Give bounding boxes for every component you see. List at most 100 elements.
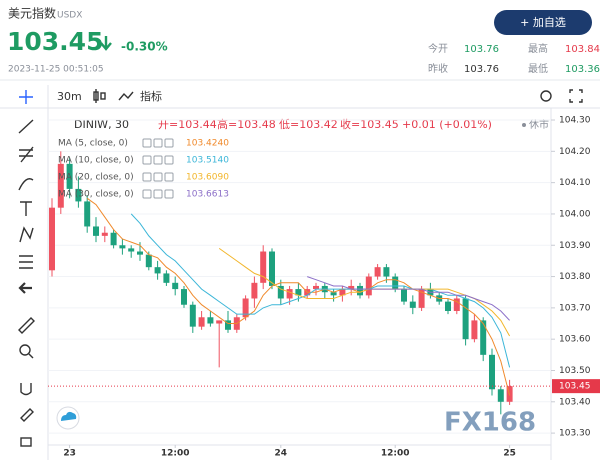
- candle-body: [418, 289, 425, 308]
- y-tick-label: 103.90: [559, 241, 591, 251]
- ma-line: [130, 213, 511, 368]
- candle-body: [49, 207, 55, 271]
- drawing-tools[interactable]: [18, 90, 35, 447]
- legend-value: 103.6613: [186, 190, 229, 200]
- candle-body: [471, 320, 478, 340]
- stat-label: 最高: [528, 42, 548, 55]
- y-tick-label: 103.70: [559, 303, 591, 313]
- candle-body: [339, 289, 346, 296]
- stat-label: 最低: [528, 62, 548, 75]
- candle-body: [198, 317, 205, 327]
- candle-body: [357, 285, 363, 296]
- legend-icon: [153, 138, 163, 148]
- y-tick-label: 103.50: [559, 366, 591, 376]
- x-tick-label: 23: [63, 449, 76, 459]
- legend-value: 103.5140: [186, 156, 229, 166]
- ohlc-legend: 高=103.48: [217, 117, 276, 131]
- y-tick-label: 104.10: [559, 178, 591, 188]
- y-tick-label: 104.00: [559, 209, 591, 219]
- candle-body: [269, 251, 275, 286]
- settings-icon[interactable]: [540, 90, 552, 102]
- y-tick-label: 103.30: [559, 429, 591, 439]
- legend-name: MA (10, close, 0): [58, 156, 134, 166]
- candle-body: [93, 226, 99, 236]
- legend-icon: [142, 172, 152, 182]
- plot: [48, 119, 551, 434]
- add-watchlist-label[interactable]: + 加自选: [520, 16, 566, 29]
- legend-icon: [153, 155, 163, 165]
- stat-value: 103.36: [565, 64, 600, 75]
- stat-label: 今开: [428, 42, 448, 55]
- ohlc-legend: 收=103.45: [340, 117, 399, 131]
- timestamp: 2023-11-25 00:51:05: [8, 65, 104, 75]
- candle-body: [365, 276, 372, 296]
- interval[interactable]: 30m: [57, 90, 82, 103]
- candle-body: [57, 163, 64, 208]
- candle-body: [172, 282, 179, 290]
- status-dot: [522, 123, 526, 127]
- candle-body: [128, 248, 135, 252]
- candle-body: [295, 289, 302, 296]
- candle-body: [163, 273, 170, 283]
- candle-body: [277, 285, 284, 299]
- candle-body: [84, 201, 91, 227]
- add-watchlist-button[interactable]: [494, 10, 592, 35]
- watermark: FX168: [444, 408, 536, 438]
- fullscreen-icon[interactable]: [569, 89, 583, 103]
- ma-line: [86, 197, 511, 396]
- x-tick-label: 12:00: [381, 449, 410, 459]
- indicator-icon[interactable]: [118, 91, 134, 101]
- legend-value: 103.4240: [186, 139, 229, 149]
- legend-icon: [164, 155, 174, 165]
- candle-body: [216, 320, 223, 324]
- candle-body: [75, 188, 82, 202]
- legend-icon: [142, 189, 152, 199]
- candle-body: [110, 232, 117, 246]
- candle-body: [392, 276, 399, 290]
- symbol: DINIW, 30: [74, 118, 129, 131]
- title: 美元指数: [8, 6, 56, 21]
- stat-value: 103.84: [565, 44, 600, 55]
- candle-body: [207, 317, 214, 324]
- candle-body: [251, 282, 258, 299]
- x-tick-label: 25: [503, 449, 516, 459]
- candle-body: [181, 289, 187, 305]
- legend-icon: [164, 189, 174, 199]
- legend-icon: [164, 138, 174, 148]
- x-tick-label: 24: [275, 449, 288, 459]
- x-tick-label: 12:00: [161, 449, 190, 459]
- candle-body: [260, 251, 267, 283]
- candle-body: [145, 254, 152, 268]
- stat-value: 103.76: [464, 64, 499, 75]
- market-status: 休市: [529, 118, 549, 131]
- legend-icon: [153, 189, 163, 199]
- indicators[interactable]: 指标: [140, 89, 162, 103]
- stat-value: 103.76: [464, 44, 499, 55]
- legend-name: MA (5, close, 0): [58, 139, 128, 149]
- ohlc-legend: 开=103.44: [158, 118, 217, 131]
- candle-body: [383, 267, 390, 277]
- candle-body: [497, 389, 504, 402]
- candle-body: [154, 267, 161, 274]
- price: 103.45: [7, 27, 103, 56]
- change-legend: +0.01 (+0.01%): [402, 118, 492, 131]
- change: -0.30%: [121, 40, 168, 54]
- legend-icon: [153, 172, 163, 182]
- legend-icon: [142, 155, 152, 165]
- candle-body: [66, 163, 73, 189]
- candle-body: [137, 251, 143, 255]
- ma-line: [307, 276, 510, 321]
- legend-icon: [164, 172, 174, 182]
- candle-body: [489, 354, 495, 390]
- legend-name: MA (20, close, 0): [58, 173, 134, 183]
- candle-body: [480, 320, 487, 355]
- ohlc-legend: 低=103.42: [279, 118, 338, 131]
- candle-body: [453, 298, 460, 311]
- y-tick-label: 104.20: [559, 147, 591, 157]
- candle-body: [189, 304, 196, 327]
- candle-icon[interactable]: [93, 89, 106, 103]
- price-tag: [552, 379, 600, 394]
